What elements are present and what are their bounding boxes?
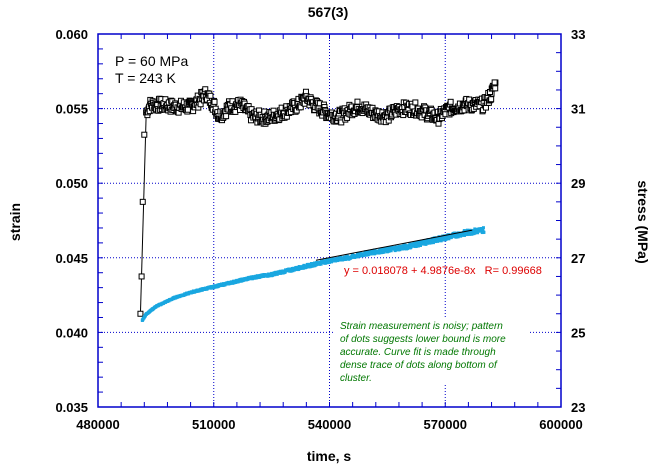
y2-tick-label: 25	[571, 325, 585, 340]
ticks: 480000 510000 540000 570000 600000 0.035 0.040…	[55, 27, 585, 432]
stress-trace	[139, 112, 147, 314]
y2-tick-label: 33	[571, 27, 585, 42]
stress-series	[137, 79, 499, 317]
strain-point	[393, 246, 397, 250]
stress-point	[354, 98, 361, 105]
stress-point	[197, 101, 204, 108]
y-tick-label: 0.055	[55, 102, 88, 117]
stress-point	[138, 273, 145, 280]
stress-point	[412, 99, 419, 106]
x-tick-label: 510000	[192, 417, 235, 432]
strain-point	[482, 230, 486, 234]
stress-point	[162, 96, 169, 103]
stress-point	[488, 96, 495, 103]
stress-point	[207, 92, 214, 99]
y2-tick-label: 31	[571, 102, 585, 117]
strain-point	[386, 246, 390, 250]
x-tick-label: 600000	[539, 417, 582, 432]
strain-point	[481, 226, 485, 230]
y2-axis-label: stress (MPa)	[635, 180, 651, 263]
temperature-annotation: T = 243 K	[115, 70, 177, 86]
chart-title: 567(3)	[308, 4, 348, 20]
y2-tick-label: 27	[571, 251, 585, 266]
fit-equation: y = 0.018078 + 4.9876e-8x R= 0.99668	[344, 265, 542, 277]
fit-line	[315, 229, 473, 261]
stress-point	[139, 198, 146, 205]
note-line: dense trace of dots along bottom of	[340, 360, 498, 371]
strain-point	[439, 239, 443, 243]
strain-point	[305, 265, 309, 269]
note-line: of dots suggests lower bound is more	[340, 334, 506, 345]
note: Strain measurement is noisy; pattern of …	[335, 318, 530, 384]
stress-point	[492, 85, 499, 92]
y-tick-label: 0.060	[55, 27, 88, 42]
strain-point	[389, 249, 393, 253]
strain-point	[319, 262, 323, 266]
y-tick-label: 0.045	[55, 251, 88, 266]
strain-point	[426, 241, 430, 245]
y2-tick-label: 29	[571, 176, 585, 191]
y-axis-label: strain	[7, 203, 23, 241]
stress-point	[211, 98, 218, 105]
stress-point	[184, 106, 191, 113]
strain-point	[369, 252, 373, 256]
strain-point	[414, 245, 418, 249]
y-tick-label: 0.035	[55, 400, 88, 415]
stress-point	[491, 79, 498, 86]
note-line: accurate. Curve fit is made through	[340, 347, 496, 358]
note-line: Strain measurement is noisy; pattern	[340, 321, 503, 332]
stress-point	[229, 98, 236, 105]
strain-point	[420, 242, 424, 246]
stress-point	[447, 98, 454, 105]
stress-point	[141, 131, 148, 138]
x-axis-label: time, s	[307, 448, 352, 464]
strain-point	[444, 236, 448, 240]
x-tick-label: 570000	[424, 417, 467, 432]
x-tick-label: 480000	[76, 417, 119, 432]
strain-point	[363, 253, 367, 257]
pressure-annotation: P = 60 MPa	[115, 53, 189, 69]
y-tick-label: 0.050	[55, 176, 88, 191]
strain-point	[408, 242, 412, 246]
strain-point	[435, 236, 439, 240]
stress-point	[137, 310, 144, 317]
strain-point	[255, 274, 259, 278]
y-tick-label: 0.040	[55, 325, 88, 340]
strain-point	[387, 249, 391, 253]
stress-point	[223, 113, 230, 120]
x-tick-label: 540000	[308, 417, 351, 432]
note-line: cluster.	[340, 373, 372, 384]
strain-point	[481, 228, 485, 232]
strain-point	[431, 241, 435, 245]
plot-frame	[97, 33, 562, 408]
strain-point	[476, 231, 480, 235]
y2-tick-label: 23	[571, 400, 585, 415]
